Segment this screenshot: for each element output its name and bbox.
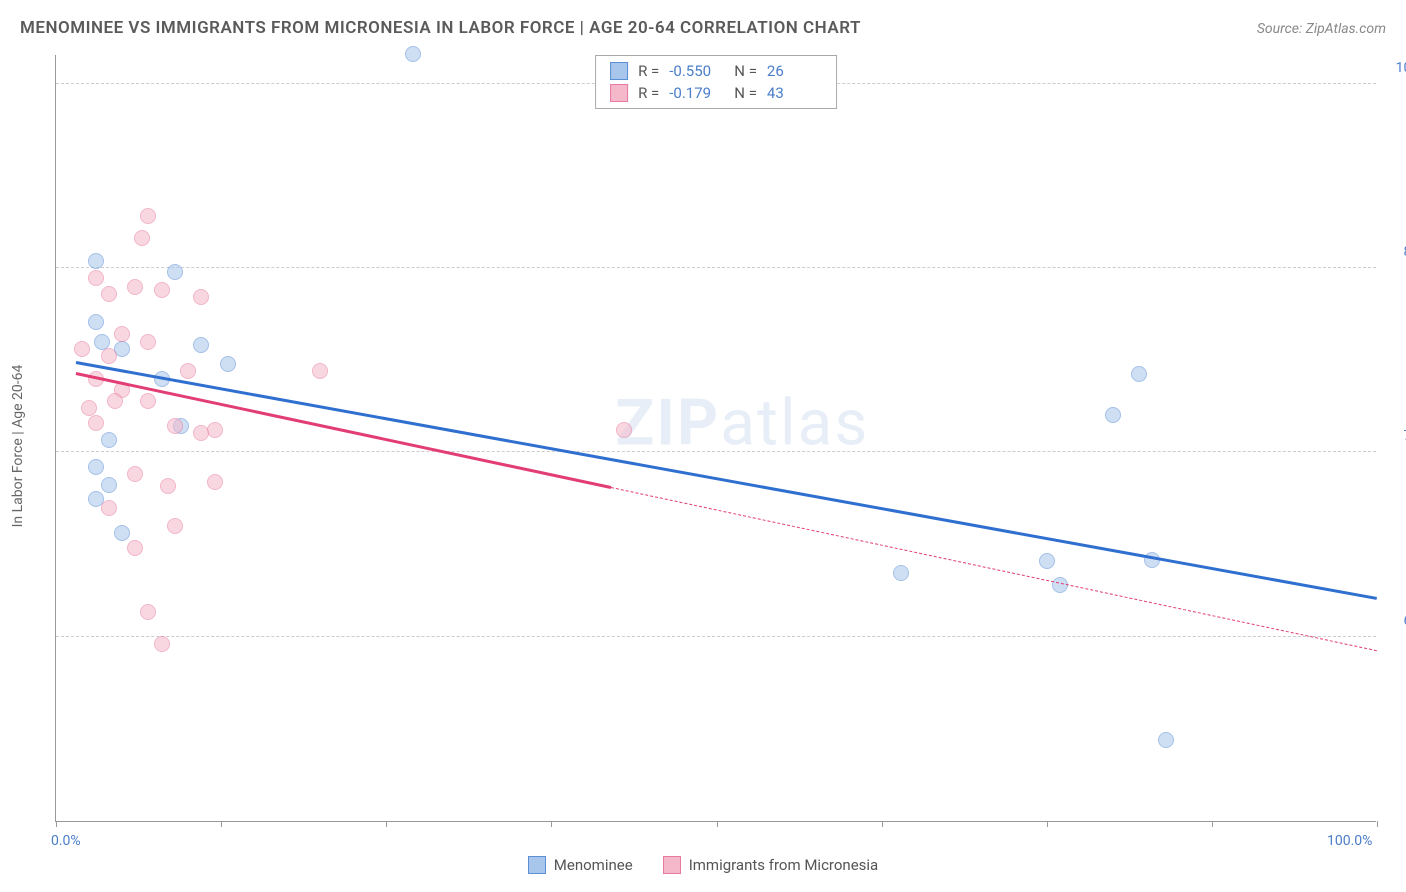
scatter-point-micronesia	[88, 270, 104, 286]
gridline-h	[56, 267, 1376, 268]
x-tick	[1047, 821, 1048, 827]
scatter-point-menominee	[220, 356, 236, 372]
legend-label: Menominee	[554, 856, 633, 874]
watermark-rest: atlas	[720, 385, 869, 460]
scatter-point-menominee	[88, 253, 104, 269]
scatter-point-micronesia	[101, 348, 117, 364]
swatch-icon	[528, 856, 546, 874]
scatter-point-micronesia	[140, 208, 156, 224]
scatter-point-micronesia	[154, 636, 170, 652]
correlation-legend: R = -0.550 N = 26 R = -0.179 N = 43	[595, 55, 837, 109]
scatter-point-micronesia	[616, 422, 632, 438]
plot-area: ZIPatlas R =-0.550N =26R =-0.179N =43 62…	[55, 55, 1376, 822]
scatter-point-menominee	[1105, 407, 1121, 423]
swatch-icon	[610, 84, 628, 102]
legend-label: Immigrants from Micronesia	[689, 856, 879, 874]
scatter-point-menominee	[114, 525, 130, 541]
y-tick-label: 75.0%	[1381, 428, 1406, 444]
n-value: 43	[767, 84, 822, 102]
scatter-point-micronesia	[180, 363, 196, 379]
x-tick	[1212, 821, 1213, 827]
x-tick	[56, 821, 57, 827]
scatter-point-menominee	[1039, 553, 1055, 569]
scatter-point-micronesia	[74, 341, 90, 357]
x-tick	[882, 821, 883, 827]
gridline-h	[56, 451, 1376, 452]
r-label: R =	[638, 62, 659, 80]
x-tick	[717, 821, 718, 827]
x-tick-label: 100.0%	[1327, 833, 1372, 849]
scatter-point-micronesia	[167, 518, 183, 534]
scatter-point-micronesia	[127, 540, 143, 556]
n-label: N =	[734, 62, 757, 80]
scatter-point-menominee	[167, 264, 183, 280]
footer-legend: Menominee Immigrants from Micronesia	[0, 856, 1406, 874]
scatter-point-menominee	[88, 314, 104, 330]
n-value: 26	[767, 62, 822, 80]
scatter-point-menominee	[101, 432, 117, 448]
scatter-point-micronesia	[140, 604, 156, 620]
scatter-point-micronesia	[193, 425, 209, 441]
scatter-point-menominee	[94, 334, 110, 350]
x-tick	[221, 821, 222, 827]
swatch-icon	[610, 62, 628, 80]
scatter-point-menominee	[893, 565, 909, 581]
legend-item: Menominee	[528, 856, 633, 874]
scatter-point-micronesia	[312, 363, 328, 379]
scatter-point-micronesia	[127, 466, 143, 482]
scatter-point-menominee	[101, 477, 117, 493]
scatter-point-micronesia	[154, 282, 170, 298]
trend-dash-micronesia	[611, 487, 1377, 651]
scatter-point-micronesia	[140, 393, 156, 409]
trend-line-micronesia	[76, 372, 612, 488]
r-value: -0.179	[669, 84, 724, 102]
x-tick-label: 0.0%	[51, 833, 81, 849]
scatter-point-micronesia	[193, 289, 209, 305]
chart-title: MENOMINEE VS IMMIGRANTS FROM MICRONESIA …	[20, 18, 861, 38]
scatter-point-micronesia	[107, 393, 123, 409]
correlation-row-menominee: R = -0.550 N = 26	[610, 60, 822, 82]
legend-item: Immigrants from Micronesia	[663, 856, 879, 874]
scatter-point-micronesia	[101, 286, 117, 302]
n-label: N =	[734, 84, 757, 102]
x-tick	[1377, 821, 1378, 827]
header-row: MENOMINEE VS IMMIGRANTS FROM MICRONESIA …	[20, 18, 1386, 38]
scatter-point-micronesia	[127, 279, 143, 295]
scatter-point-micronesia	[207, 474, 223, 490]
scatter-point-micronesia	[134, 230, 150, 246]
gridline-h	[56, 636, 1376, 637]
scatter-point-menominee	[405, 46, 421, 62]
scatter-point-micronesia	[81, 400, 97, 416]
scatter-point-menominee	[1158, 732, 1174, 748]
scatter-point-menominee	[1131, 366, 1147, 382]
scatter-point-menominee	[193, 337, 209, 353]
scatter-point-menominee	[88, 459, 104, 475]
y-axis-label: In Labor Force | Age 20-64	[10, 365, 26, 528]
scatter-point-micronesia	[140, 334, 156, 350]
x-tick	[386, 821, 387, 827]
source-label: Source: ZipAtlas.com	[1257, 21, 1386, 37]
scatter-point-micronesia	[160, 478, 176, 494]
scatter-point-micronesia	[167, 418, 183, 434]
watermark-bold: ZIP	[615, 385, 720, 460]
swatch-icon	[663, 856, 681, 874]
r-value: -0.550	[669, 62, 724, 80]
scatter-point-micronesia	[114, 326, 130, 342]
correlation-row-micronesia: R = -0.179 N = 43	[610, 82, 822, 104]
y-tick-label: 62.5%	[1381, 613, 1406, 629]
trend-line-menominee	[76, 361, 1378, 599]
watermark: ZIPatlas	[615, 385, 869, 460]
scatter-point-micronesia	[88, 415, 104, 431]
y-tick-label: 87.5%	[1381, 244, 1406, 260]
scatter-point-micronesia	[101, 500, 117, 516]
x-tick	[551, 821, 552, 827]
y-tick-label: 100.0%	[1381, 60, 1406, 76]
r-label: R =	[638, 84, 659, 102]
